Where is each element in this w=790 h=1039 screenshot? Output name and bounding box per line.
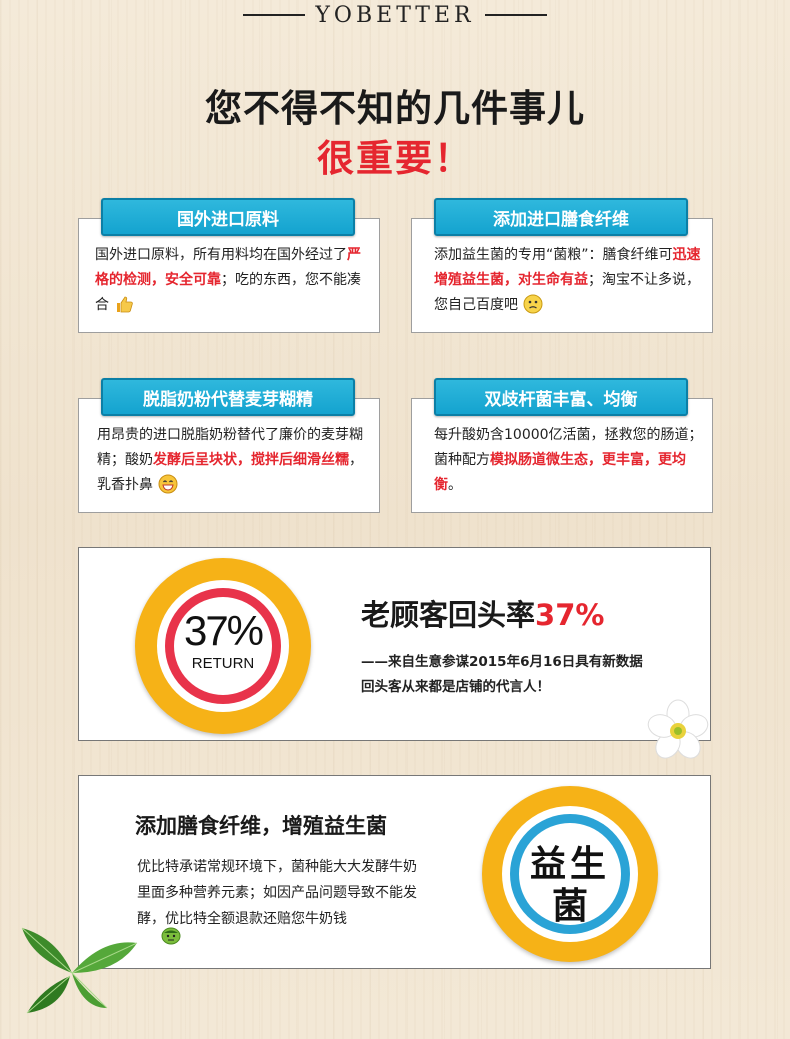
worried-face-icon: [522, 294, 544, 316]
leaf-icon: [12, 918, 142, 1022]
probiotic-badge: 益生 菌: [482, 786, 658, 962]
card-text: 添加益生菌的专用“菌粮”：膳食纤维可迅速增殖益生菌，对生命有益；淘宝不让多说，您…: [434, 243, 710, 318]
feature-card-milk-powder: 用昂贵的进口脱脂奶粉替代了廉价的麦芽糊精；酸奶发酵后呈块状，搅拌后细滑丝糯，乳香…: [78, 398, 380, 513]
return-source-line2: 回头客从来都是店铺的代言人！: [361, 679, 550, 695]
return-source-line1: ——来自生意参谋2015年6月16日具有新数据: [361, 654, 643, 670]
return-badge: 37% RETURN: [135, 558, 311, 734]
card-text: 国外进口原料，所有用料均在国外经过了严格的检测，安全可靠；吃的东西，您不能凑合: [95, 243, 371, 318]
badge-text-line1: 益生: [529, 843, 610, 884]
tab-milk-powder[interactable]: 脱脂奶粉代替麦芽糊精: [101, 378, 355, 416]
tab-fiber[interactable]: 添加进口膳食纤维: [434, 198, 688, 236]
return-rate-panel: 37% RETURN 老顾客回头率37% ——来自生意参谋2015年6月16日具…: [78, 547, 711, 741]
probiotic-title: 添加膳食纤维，增殖益生菌: [135, 814, 387, 838]
badge-number: 37%: [183, 607, 264, 654]
page-subtitle: 很重要！: [317, 137, 473, 180]
badge-label: RETURN: [191, 655, 255, 672]
tab-imported[interactable]: 国外进口原料: [101, 198, 355, 236]
probiotic-body: 优比特承诺常规环境下，菌种能大大发酵牛奶里面多种营养元素；如因产品问题导致不能发…: [137, 859, 417, 927]
card-text: 用昂贵的进口脱脂奶粉替代了廉价的麦芽糊精；酸奶发酵后呈块状，搅拌后细滑丝糯，乳香…: [97, 423, 373, 498]
return-title: 老顾客回头率37%: [361, 598, 605, 632]
brand-header: YOBETTER: [0, 0, 790, 30]
tab-bifidus[interactable]: 双歧杆菌丰富、均衡: [434, 378, 688, 416]
flower-icon: [642, 697, 714, 769]
page-title: 您不得不知的几件事儿: [205, 87, 585, 130]
badge-text-line2: 菌: [551, 885, 588, 926]
feature-card-fiber: 添加益生菌的专用“菌粮”：膳食纤维可迅速增殖益生菌，对生命有益；淘宝不让多说，您…: [411, 218, 713, 333]
smug-face-icon: [160, 925, 182, 949]
brand-name: YOBETTER: [315, 2, 475, 28]
feature-card-imported: 国外进口原料，所有用料均在国外经过了严格的检测，安全可靠；吃的东西，您不能凑合: [78, 218, 380, 333]
thumbs-up-icon: [113, 294, 135, 316]
divider: [243, 14, 306, 16]
card-text: 每升酸奶含10000亿活菌，拯救您的肠道；菌种配方模拟肠道微生态，更丰富，更均衡…: [434, 427, 703, 493]
divider: [484, 14, 547, 16]
grin-face-icon: [157, 474, 179, 496]
probiotic-panel: 添加膳食纤维，增殖益生菌 优比特承诺常规环境下，菌种能大大发酵牛奶里面多种营养元…: [78, 775, 711, 969]
